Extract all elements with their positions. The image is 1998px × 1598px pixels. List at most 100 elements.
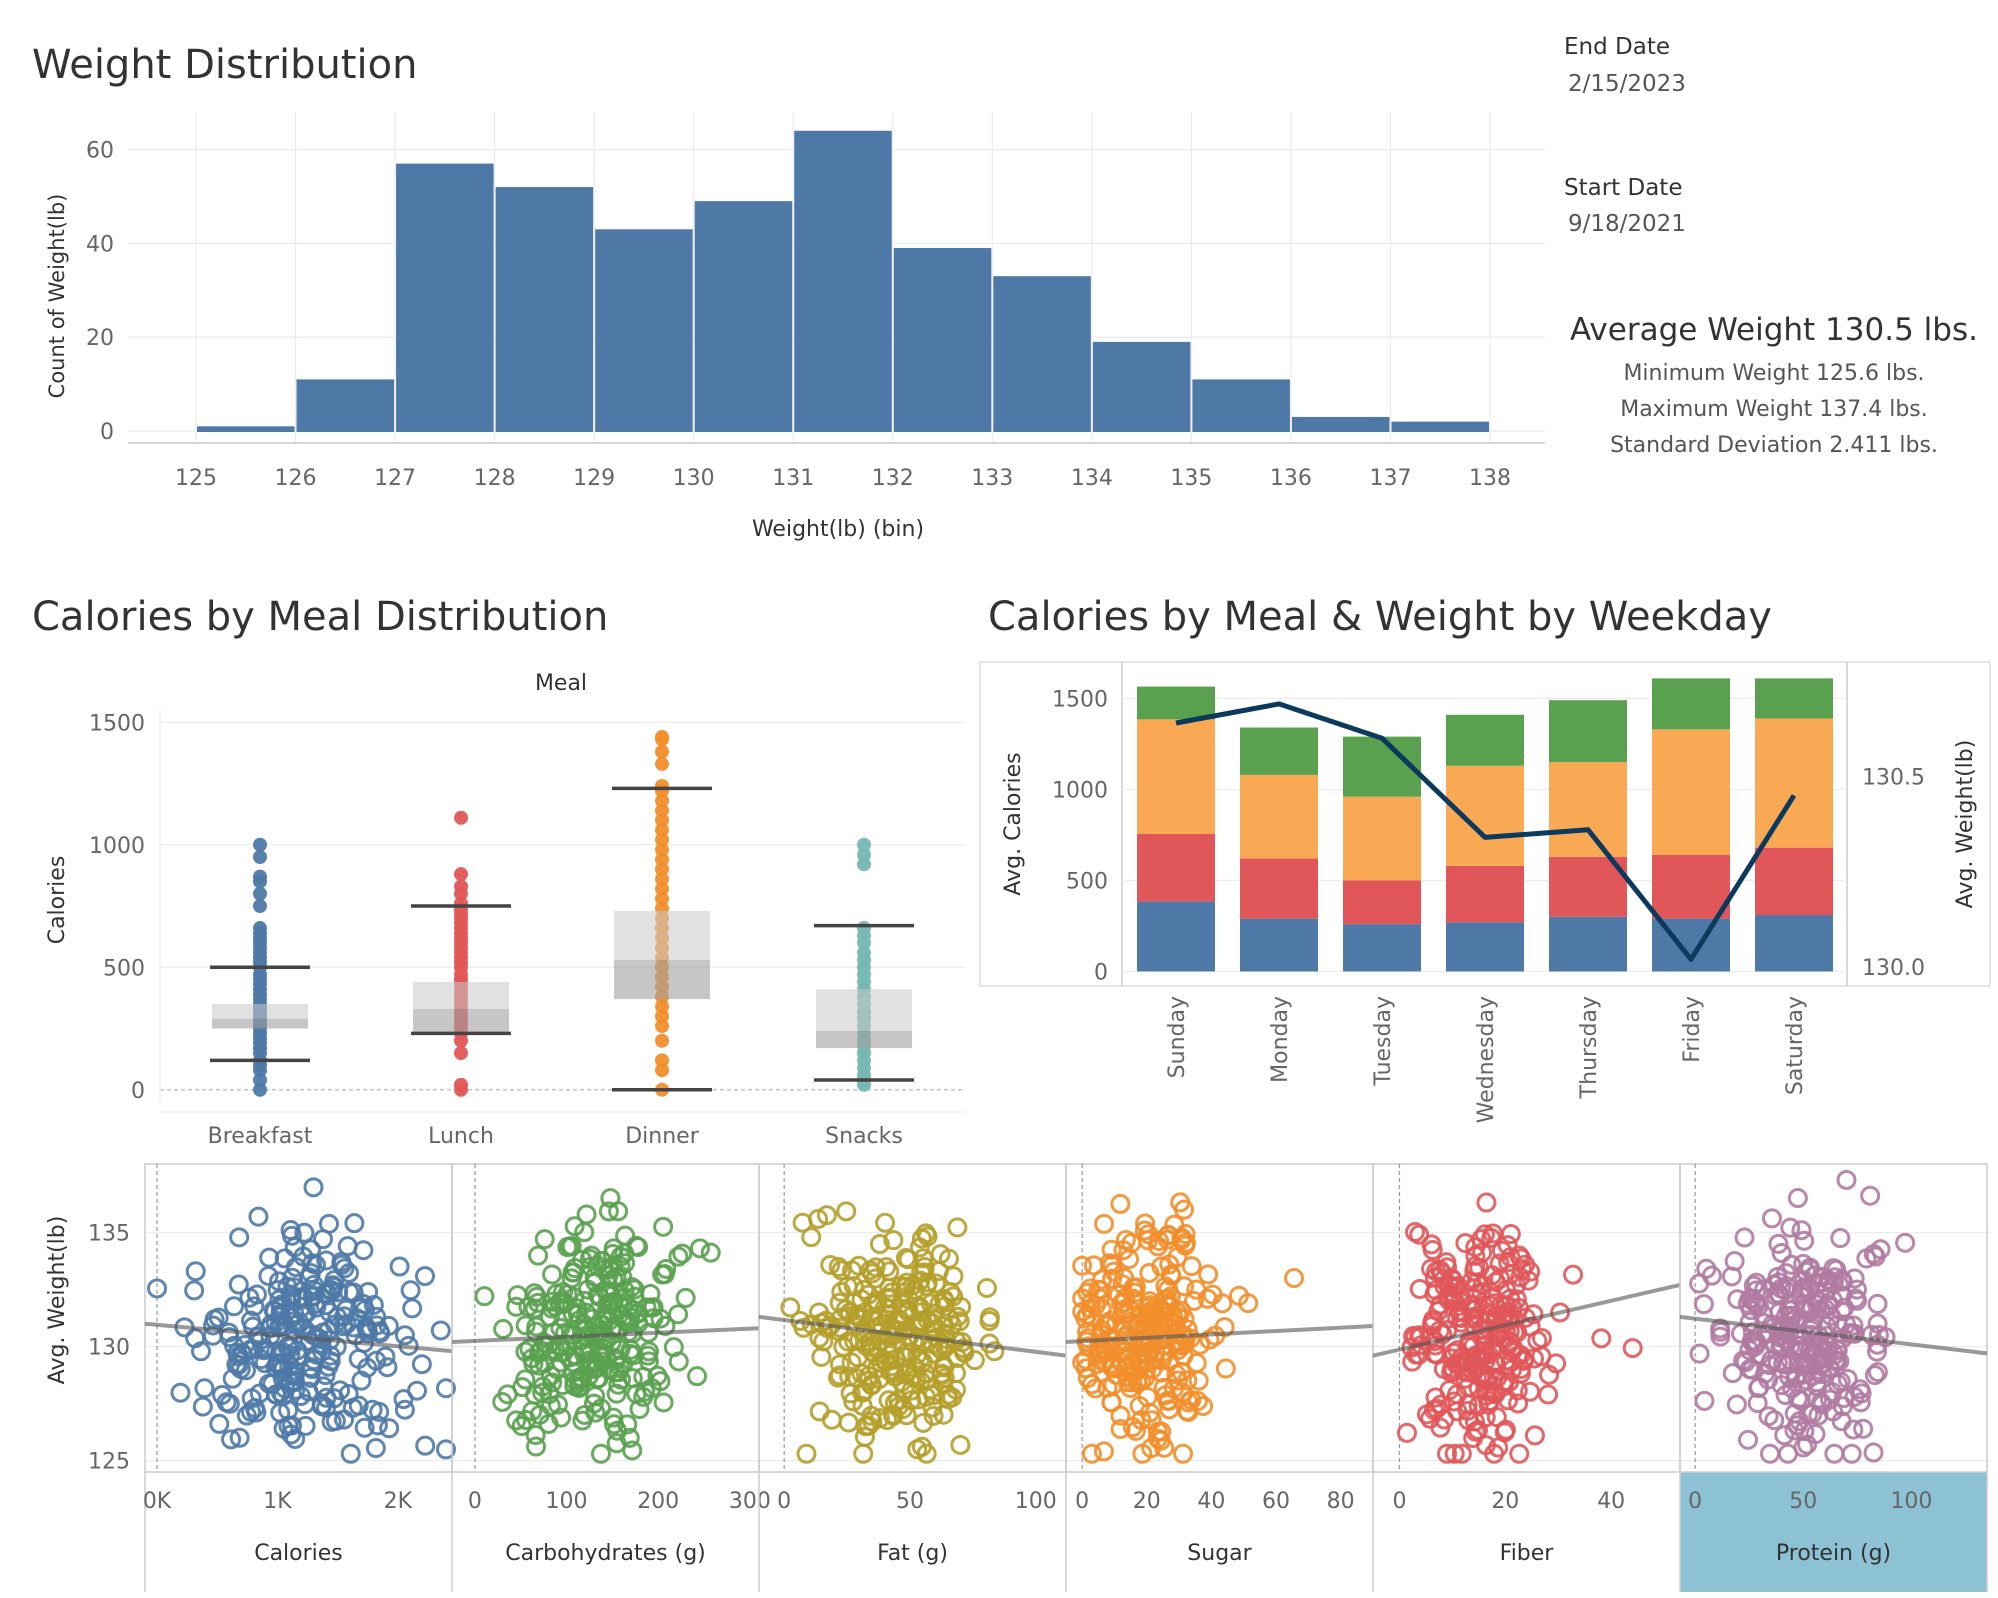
scatter-point[interactable] <box>820 1254 841 1275</box>
scatter-point[interactable] <box>270 1402 291 1423</box>
scatter-point[interactable] <box>809 1401 830 1422</box>
scatter-point[interactable] <box>1500 1224 1521 1245</box>
scatter-point[interactable] <box>375 1346 396 1367</box>
scatter-point[interactable] <box>249 1383 270 1404</box>
scatter-point[interactable] <box>1784 1420 1805 1441</box>
scatter-point[interactable] <box>1506 1275 1527 1296</box>
scatter-point[interactable] <box>928 1261 949 1282</box>
scatter-point[interactable] <box>1506 1289 1527 1310</box>
scatter-point[interactable] <box>622 1440 643 1461</box>
scatter-point[interactable] <box>1746 1293 1767 1314</box>
scatter-point[interactable] <box>1500 1247 1521 1268</box>
scatter-point[interactable] <box>1520 1261 1541 1282</box>
weekday-bar-segment[interactable] <box>1755 678 1833 719</box>
boxplot-point[interactable] <box>655 1063 669 1078</box>
scatter-point[interactable] <box>511 1415 532 1436</box>
scatter-point[interactable] <box>1694 1390 1715 1411</box>
weekday-bar-segment[interactable] <box>1652 678 1730 730</box>
scatter-point[interactable] <box>1455 1233 1476 1254</box>
scatter-point[interactable] <box>1486 1407 1507 1428</box>
scatter-point[interactable] <box>542 1372 563 1393</box>
scatter-point[interactable] <box>1123 1288 1144 1309</box>
scatter-point[interactable] <box>365 1438 386 1459</box>
scatter-point[interactable] <box>1563 1264 1584 1285</box>
scatter-point[interactable] <box>1867 1362 1888 1383</box>
scatter-point[interactable] <box>1080 1278 1101 1299</box>
scatter-point[interactable] <box>185 1261 206 1282</box>
scatter-point[interactable] <box>1793 1437 1814 1458</box>
scatter-point[interactable] <box>1484 1443 1505 1464</box>
boxplot-box-lower[interactable] <box>212 1018 308 1029</box>
scatter-point[interactable] <box>593 1338 614 1359</box>
scatter-point[interactable] <box>559 1236 580 1257</box>
scatter-point[interactable] <box>1474 1224 1495 1245</box>
scatter-point[interactable] <box>1174 1199 1195 1220</box>
scatter-point[interactable] <box>884 1360 905 1381</box>
scatter-point[interactable] <box>1181 1389 1202 1410</box>
boxplot-point[interactable] <box>655 832 669 847</box>
scatter-point[interactable] <box>875 1297 896 1318</box>
weekday-bar-segment[interactable] <box>1755 915 1833 972</box>
scatter-point[interactable] <box>1741 1359 1762 1380</box>
scatter-point[interactable] <box>853 1443 874 1464</box>
scatter-point[interactable] <box>861 1375 882 1396</box>
weekday-bar-segment[interactable] <box>1755 847 1833 916</box>
scatter-point[interactable] <box>316 1397 337 1418</box>
boxplot-box-upper[interactable] <box>413 981 509 1009</box>
scatter-point[interactable] <box>1768 1233 1789 1254</box>
scatter-point[interactable] <box>1861 1324 1882 1345</box>
scatter-point[interactable] <box>542 1264 563 1285</box>
scatter-point[interactable] <box>1075 1308 1096 1329</box>
scatter-point[interactable] <box>378 1315 399 1336</box>
scatter-point[interactable] <box>827 1367 848 1388</box>
scatter-point[interactable] <box>1193 1396 1214 1417</box>
scatter-point[interactable] <box>1093 1441 1114 1462</box>
scatter-panel-fiber[interactable]: 0 20 40 Fiber <box>1372 1163 1681 1592</box>
scatter-point[interactable] <box>1081 1443 1102 1464</box>
scatter-point[interactable] <box>598 1201 619 1222</box>
scatter-point[interactable] <box>1789 1325 1810 1346</box>
scatter-point[interactable] <box>689 1238 710 1259</box>
boxplot-point[interactable] <box>454 1077 468 1092</box>
histogram-bar[interactable] <box>1092 341 1191 432</box>
scatter-point[interactable] <box>1465 1237 1486 1258</box>
scatter-point[interactable] <box>869 1408 890 1429</box>
weekday-bar-segment[interactable] <box>1549 916 1627 972</box>
scatter-point[interactable] <box>910 1371 931 1392</box>
scatter-point[interactable] <box>1794 1230 1815 1251</box>
histogram-bar[interactable] <box>595 229 693 432</box>
scatter-point[interactable] <box>1759 1443 1780 1464</box>
scatter-point[interactable] <box>281 1364 302 1385</box>
scatter-point[interactable] <box>524 1298 545 1319</box>
scatter-point[interactable] <box>340 1443 361 1464</box>
scatter-point[interactable] <box>325 1410 346 1431</box>
boxplot-point[interactable] <box>655 756 669 771</box>
scatter-point[interactable] <box>838 1412 859 1433</box>
boxplot-point[interactable] <box>857 847 871 862</box>
weekday-bar-segment[interactable] <box>1549 856 1627 917</box>
scatter-point[interactable] <box>1141 1410 1162 1431</box>
boxplot-point[interactable] <box>253 837 267 852</box>
weekday-bar-segment[interactable] <box>1652 854 1730 919</box>
histogram-bar[interactable] <box>1291 416 1390 432</box>
scatter-point[interactable] <box>303 1280 324 1301</box>
scatter-point[interactable] <box>1416 1404 1437 1425</box>
scatter-point[interactable] <box>1826 1338 1847 1359</box>
scatter-point[interactable] <box>1457 1394 1478 1415</box>
scatter-point[interactable] <box>635 1381 656 1402</box>
histogram-bars[interactable] <box>197 130 1489 432</box>
scatter-point[interactable] <box>394 1325 415 1346</box>
weekday-bar-segment[interactable] <box>1549 762 1627 857</box>
scatter-point[interactable] <box>1075 1349 1096 1370</box>
scatter-point[interactable] <box>526 1436 547 1457</box>
scatter-point[interactable] <box>1780 1217 1801 1238</box>
scatter-point[interactable] <box>528 1245 549 1266</box>
scatter-point[interactable] <box>1476 1192 1497 1213</box>
scatter-point[interactable] <box>801 1227 822 1248</box>
boxplot-point[interactable] <box>454 879 468 894</box>
scatter-point[interactable] <box>1110 1419 1131 1440</box>
end-date-value[interactable]: 2/15/2023 <box>1568 71 1686 97</box>
scatter-point[interactable] <box>358 1282 379 1303</box>
scatter-point[interactable] <box>1171 1361 1192 1382</box>
